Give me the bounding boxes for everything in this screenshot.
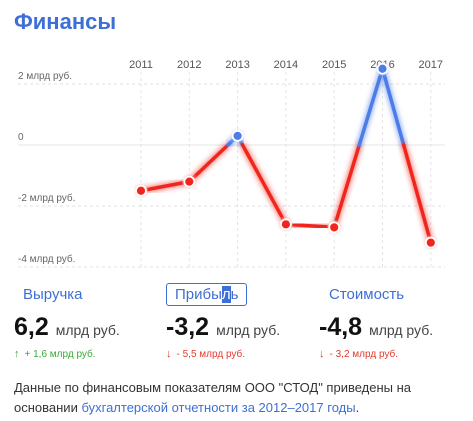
accounting-report-link[interactable]: бухгалтерской отчетности за 2012–2017 го… bbox=[81, 400, 356, 415]
series-line-segment bbox=[332, 143, 362, 230]
delta-profit: ↓ - 5,5 млрд руб. bbox=[166, 348, 245, 360]
data-point bbox=[279, 218, 292, 231]
x-tick-label: 2014 bbox=[274, 59, 298, 71]
section-title: Финансы bbox=[14, 9, 117, 34]
metric-revenue: 6,2 млрд руб. bbox=[14, 313, 120, 342]
tab-profit-label-cursor: л bbox=[221, 286, 231, 303]
y-tick-label: 2 млрд руб. bbox=[18, 70, 72, 82]
metric-profit: -3,2 млрд руб. bbox=[166, 313, 280, 342]
tab-profit-label-b: ь bbox=[230, 286, 239, 303]
x-tick-label: 2015 bbox=[322, 59, 346, 71]
metric-value-unit: млрд руб. bbox=[369, 322, 434, 338]
arrow-down-icon: ↓ bbox=[319, 348, 325, 360]
arrow-up-icon: ↑ bbox=[14, 348, 20, 360]
delta-revenue: ↑ + 1,6 млрд руб. bbox=[14, 348, 96, 360]
data-point bbox=[183, 175, 196, 188]
y-tick-label: 0 bbox=[18, 132, 24, 143]
series-line-segment bbox=[357, 67, 385, 147]
metric-profit-unit: млрд руб. bbox=[216, 322, 281, 338]
data-point bbox=[424, 236, 437, 249]
metric-revenue-value: 6,2 bbox=[14, 313, 49, 341]
metric-value-value: -4,8 bbox=[319, 313, 363, 341]
data-point bbox=[231, 129, 244, 142]
x-tick-label: 2017 bbox=[419, 59, 443, 71]
footnote-text: Данные по финансовым показателям ООО "СТ… bbox=[14, 380, 412, 415]
metric-value: -4,8 млрд руб. bbox=[319, 313, 433, 342]
y-tick-label: -4 млрд руб. bbox=[18, 253, 75, 265]
series-line-segment bbox=[139, 179, 192, 193]
delta-profit-text: - 5,5 млрд руб. bbox=[176, 348, 246, 360]
x-tick-label: 2012 bbox=[177, 59, 201, 71]
series-line-segment bbox=[401, 143, 433, 245]
delta-revenue-text: + 1,6 млрд руб. bbox=[24, 348, 96, 360]
x-tick-label: 2011 bbox=[129, 59, 153, 71]
x-tick-label: 2013 bbox=[225, 59, 249, 71]
tab-revenue[interactable]: Выручка bbox=[23, 286, 83, 303]
metric-revenue-unit: млрд руб. bbox=[55, 322, 120, 338]
footnote-end: . bbox=[355, 400, 360, 415]
delta-value-text: - 3,2 млрд руб. bbox=[329, 348, 399, 360]
tab-profit[interactable]: Прибыль bbox=[166, 283, 248, 306]
series-line-segment bbox=[380, 67, 406, 147]
data-point bbox=[376, 62, 389, 75]
delta-value: ↓ - 3,2 млрд руб. bbox=[319, 348, 398, 360]
series-line-segment bbox=[187, 143, 230, 184]
tab-profit-label-a: Прибы bbox=[175, 286, 222, 303]
metric-profit-value: -3,2 bbox=[166, 313, 210, 341]
data-point bbox=[328, 221, 341, 234]
series-line-segment bbox=[284, 222, 336, 230]
arrow-down-icon: ↓ bbox=[166, 348, 172, 360]
tab-value[interactable]: Стоимость bbox=[329, 286, 405, 303]
data-point bbox=[135, 184, 147, 197]
y-tick-label: -2 млрд руб. bbox=[18, 192, 75, 204]
series-line-segment bbox=[240, 143, 288, 227]
profit-line-chart: 2011201220132014201520162017 2 млрд руб.… bbox=[18, 59, 445, 268]
source-footnote: Данные по финансовым показателям ООО "СТ… bbox=[14, 378, 464, 418]
